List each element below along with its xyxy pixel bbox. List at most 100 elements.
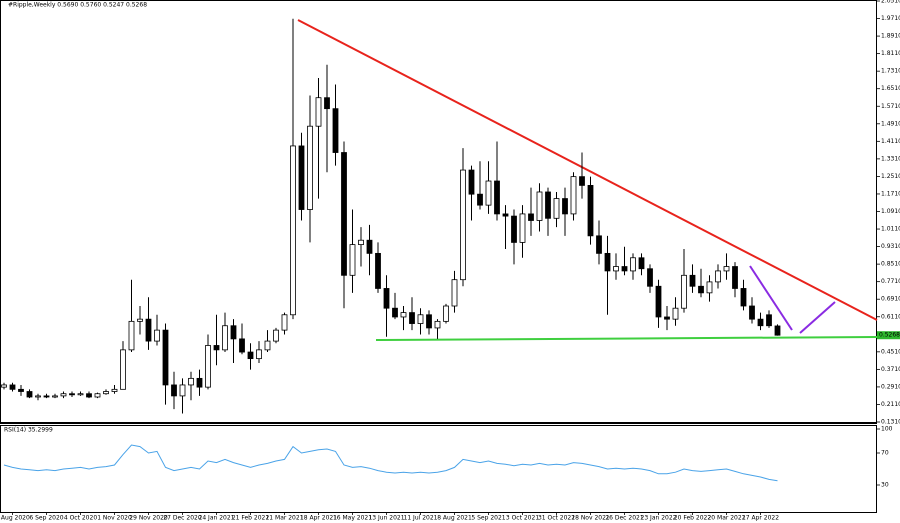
x-tick-label: 3 Oct 2021 — [506, 515, 539, 522]
candle-body — [400, 312, 407, 318]
candle-body — [247, 351, 254, 360]
candle-body — [26, 391, 33, 398]
candle-body — [434, 320, 441, 329]
y-tick-label: 1.9710 — [881, 15, 900, 22]
candle-body — [324, 97, 330, 110]
candle-body — [604, 252, 611, 272]
candle-body — [672, 307, 679, 320]
candle-body — [596, 235, 602, 254]
y-tick-label: 0.7710 — [881, 278, 900, 285]
candle-body — [706, 281, 713, 294]
candle-body — [264, 340, 271, 351]
rsi-panel — [0, 425, 877, 513]
y-tick-label: 0.4510 — [881, 348, 900, 355]
y-tick-label: 1.7310 — [881, 68, 900, 75]
y-tick-label: 1.8110 — [881, 50, 900, 57]
candle-body — [545, 191, 551, 219]
x-tick-label: 27 Dec 2020 — [163, 515, 202, 522]
candle-body — [205, 345, 211, 388]
x-tick-label: 26 Dec 2021 — [605, 515, 644, 522]
rsi-line — [3, 444, 778, 482]
y-tick-label: 1.4110 — [881, 138, 900, 145]
candle-body — [587, 185, 594, 237]
candle-body — [128, 320, 135, 351]
candle-body — [681, 274, 687, 309]
candle-body — [749, 305, 755, 320]
candle-body — [553, 198, 560, 219]
candle-body — [103, 391, 109, 395]
y-tick-label: 0.2910 — [881, 383, 900, 390]
x-tick-label: 4 Oct 2020 — [64, 515, 97, 522]
x-tick-label: 9 Aug 2020 — [0, 515, 30, 522]
candle-body — [451, 279, 458, 307]
candle-body — [43, 395, 50, 398]
support-line — [375, 336, 878, 341]
x-tick-label: 8 Aug 2021 — [437, 515, 472, 522]
candle-body — [179, 384, 186, 397]
y-tick-label: 1.1710 — [881, 190, 900, 197]
rsi-title: RSI(14) 35.2999 — [4, 427, 53, 434]
x-tick-label: 21 Feb 2021 — [232, 515, 270, 522]
x-tick-label: 31 Oct 2021 — [538, 515, 575, 522]
x-tick-label: 20 Feb 2022 — [674, 515, 712, 522]
candle-body — [766, 314, 772, 327]
candle-body — [307, 125, 313, 210]
x-tick-label: 23 Jan 2022 — [641, 515, 677, 522]
candle-body — [757, 318, 764, 327]
y-tick-label: 0.9310 — [881, 243, 900, 250]
candle-body — [120, 349, 126, 390]
candle-body — [621, 266, 628, 272]
candle-body — [358, 239, 364, 246]
candle-body — [332, 108, 339, 153]
candle-body — [154, 329, 160, 342]
y-tick-label: 0.1310 — [881, 419, 900, 426]
candle-body — [366, 239, 373, 254]
rsi-tick-label: 100 — [881, 426, 893, 433]
x-tick-label: 21 Mar 2021 — [265, 515, 303, 522]
candle-body — [477, 193, 483, 206]
candle-body — [35, 395, 41, 398]
y-tick-label: 0.6910 — [881, 296, 900, 303]
candle-body — [511, 215, 517, 243]
candle-body — [171, 384, 177, 397]
y-tick-label: 1.8910 — [881, 33, 900, 40]
candle-body — [579, 176, 585, 186]
y-tick-label: 0.6110 — [881, 313, 900, 320]
y-tick-label: 1.2510 — [881, 173, 900, 180]
price-panel — [0, 0, 877, 423]
candle-body — [460, 169, 466, 281]
x-tick-label: 1 Nov 2020 — [97, 515, 132, 522]
candle-body — [647, 268, 653, 287]
candle-body — [409, 312, 415, 324]
candle-body — [52, 395, 58, 398]
candle-body — [485, 180, 492, 206]
candle-body — [230, 325, 237, 340]
candle-body — [613, 266, 619, 272]
candle-body — [774, 325, 781, 336]
candle-body — [715, 270, 721, 283]
candle-body — [341, 152, 347, 276]
candle-body — [638, 257, 645, 270]
candle-body — [664, 316, 670, 320]
candle-body — [375, 252, 381, 289]
candle-body — [60, 393, 67, 397]
projection-down — [749, 265, 793, 331]
candle-body — [273, 329, 279, 342]
chart-title: #Ripple,Weekly 0.5690 0.5760 0.5247 0.52… — [8, 2, 147, 9]
candle-body — [494, 180, 500, 215]
candle-body — [137, 318, 143, 322]
candle-body — [298, 145, 305, 210]
candle-body — [9, 384, 16, 390]
candle-body — [281, 314, 288, 331]
candle-body — [18, 388, 24, 392]
candle-body — [315, 97, 322, 127]
last-price-label: 0.5268 — [879, 332, 900, 339]
x-tick-label: 29 Nov 2020 — [129, 515, 168, 522]
resistance-trendline — [297, 19, 878, 321]
y-tick-label: 1.3310 — [881, 155, 900, 162]
last-price-box — [877, 331, 900, 340]
candle-body — [239, 338, 245, 353]
candle-body — [145, 318, 152, 342]
